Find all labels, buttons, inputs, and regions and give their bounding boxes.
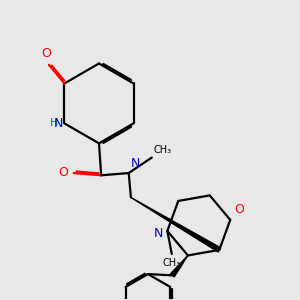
Text: CH₃: CH₃	[163, 259, 181, 269]
Text: O: O	[42, 46, 52, 59]
Text: N: N	[130, 158, 140, 170]
Text: N: N	[54, 117, 63, 130]
Text: O: O	[58, 166, 68, 179]
Polygon shape	[131, 197, 220, 252]
Polygon shape	[170, 255, 188, 277]
Text: CH₃: CH₃	[153, 145, 171, 155]
Text: H: H	[50, 118, 59, 128]
Text: N: N	[154, 227, 163, 240]
Text: O: O	[235, 203, 244, 216]
